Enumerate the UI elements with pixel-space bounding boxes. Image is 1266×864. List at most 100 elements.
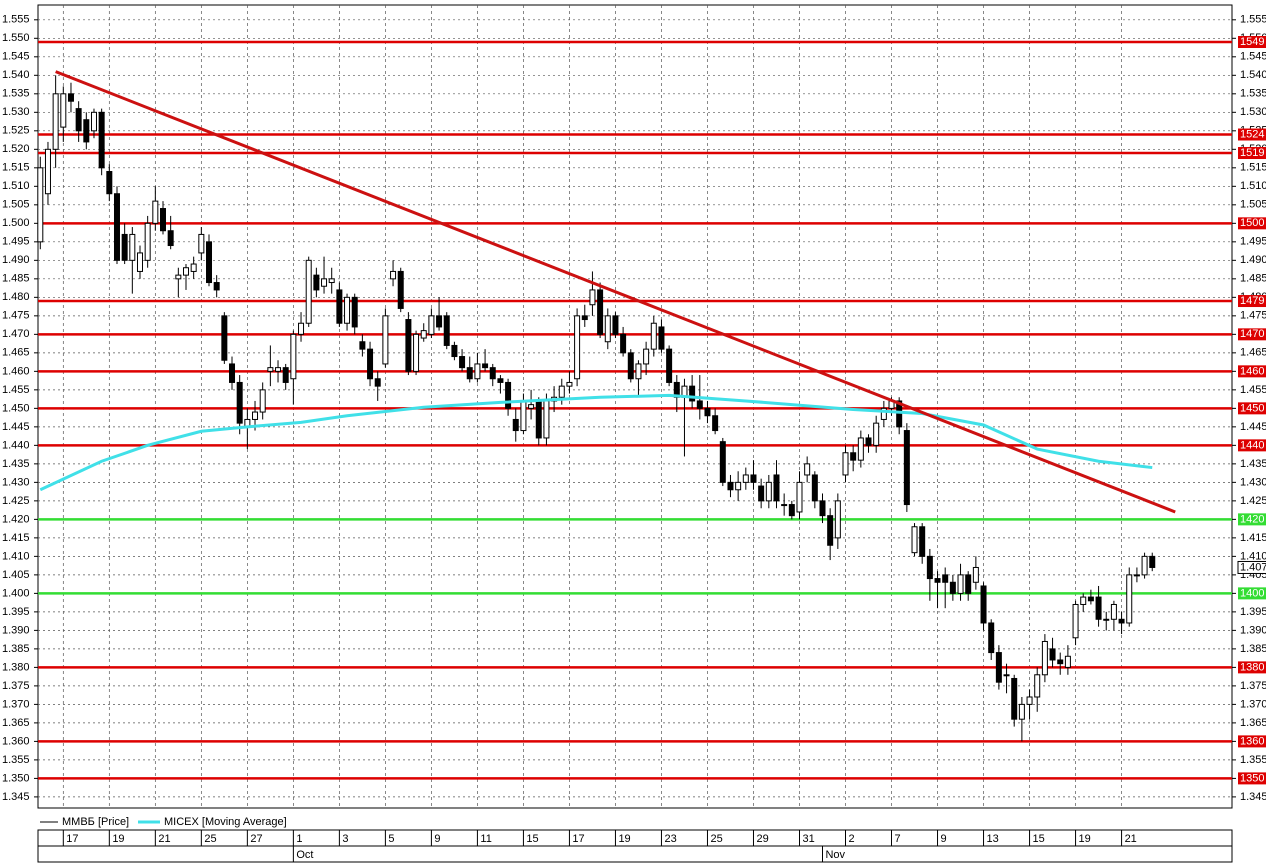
candle-body xyxy=(382,315,389,365)
candle-body xyxy=(113,193,120,261)
candle-body xyxy=(857,437,864,461)
candle-body xyxy=(206,241,213,284)
y-tick-label: 1.455 xyxy=(1240,384,1266,396)
candle-body xyxy=(1026,696,1033,705)
candle-body xyxy=(988,622,995,654)
candle-body xyxy=(773,474,780,502)
x-tick-label: 17 xyxy=(66,833,78,845)
candle-body xyxy=(275,367,282,372)
candle-body xyxy=(282,367,289,383)
candle-body xyxy=(397,270,404,309)
y-tick-label: 1.345 xyxy=(1240,791,1266,803)
candle-body xyxy=(911,526,918,554)
candle-body xyxy=(428,315,435,335)
y-tick-label: 1.470 xyxy=(2,328,30,340)
level-tag-box xyxy=(1238,735,1266,748)
candle-body xyxy=(374,378,381,387)
y-tick-label: 1.465 xyxy=(2,347,30,359)
candle-body xyxy=(167,230,174,247)
candle-body xyxy=(459,356,466,369)
candle-body xyxy=(980,585,987,624)
x-tick-label: 21 xyxy=(158,833,170,845)
candle-body xyxy=(712,415,719,432)
candle-body xyxy=(482,363,489,369)
candle-body xyxy=(650,322,657,350)
candle-body xyxy=(995,652,1002,683)
y-tick-label: 1.365 xyxy=(2,717,30,729)
x-tick-label: 25 xyxy=(204,833,216,845)
x-tick-label: 15 xyxy=(526,833,538,845)
y-tick-label: 1.525 xyxy=(2,125,30,137)
candle-body xyxy=(152,200,159,224)
y-tick-label: 1.545 xyxy=(2,51,30,63)
month-label: Oct xyxy=(296,849,313,861)
candle-body xyxy=(666,348,673,383)
candle-body xyxy=(850,452,857,461)
level-tag: 1400 xyxy=(1238,587,1266,600)
level-tag-box xyxy=(1238,513,1266,526)
candle-body xyxy=(1141,555,1148,576)
y-tick-label: 1.485 xyxy=(1240,273,1266,285)
candle-body xyxy=(865,437,872,446)
candle-body xyxy=(957,574,964,594)
plot-frame xyxy=(37,4,1233,809)
y-tick-label: 1.380 xyxy=(2,661,30,673)
level-tag: 1500 xyxy=(1238,217,1266,230)
x-tick-label: 25 xyxy=(710,833,722,845)
candle-body xyxy=(489,367,496,380)
level-tag: 1420 xyxy=(1238,513,1266,526)
candle-body xyxy=(390,270,397,280)
moving-average-line xyxy=(39,393,1153,492)
level-tag-label: 1440 xyxy=(1240,439,1264,451)
candle-body xyxy=(497,378,504,383)
candle-body xyxy=(635,363,642,380)
trend-line xyxy=(55,70,1176,514)
candle-body xyxy=(221,315,228,361)
candle-body xyxy=(83,119,90,143)
y-tick-label: 1.545 xyxy=(1240,51,1266,63)
candle-body xyxy=(620,333,627,354)
level-tag-box xyxy=(1238,439,1266,452)
y-tick-label: 1.495 xyxy=(1240,236,1266,248)
level-tag-box xyxy=(1238,36,1266,49)
candle-body xyxy=(259,389,266,413)
y-tick-label: 1.415 xyxy=(2,532,30,544)
y-tick-label: 1.505 xyxy=(2,199,30,211)
candle-body xyxy=(758,485,765,502)
y-tick-label: 1.345 xyxy=(2,791,30,803)
level-tag: 1350 xyxy=(1238,772,1266,785)
candle-body xyxy=(75,108,82,132)
y-tick-label: 1.425 xyxy=(2,495,30,507)
y-tick-label: 1.410 xyxy=(2,550,30,562)
candle-body xyxy=(236,381,243,424)
candle-body xyxy=(1149,555,1156,568)
candle-body xyxy=(796,481,803,513)
candle-body xyxy=(1018,703,1025,720)
candle-body xyxy=(811,474,818,502)
level-tag-box xyxy=(1238,365,1266,378)
candle-body xyxy=(321,278,328,287)
candle-body xyxy=(965,574,972,594)
candle-body xyxy=(842,452,849,476)
y-tick-label: 1.510 xyxy=(2,180,30,192)
candle-body xyxy=(198,233,205,254)
candle-body xyxy=(719,441,726,483)
y-tick-label: 1.445 xyxy=(1240,421,1266,433)
y-tick-label: 1.385 xyxy=(2,643,30,655)
candle-body xyxy=(804,463,811,476)
candle-body xyxy=(466,367,473,380)
y-tick-label: 1.435 xyxy=(1240,458,1266,470)
candle-body xyxy=(558,385,565,398)
candle-body xyxy=(144,222,151,261)
candle-body xyxy=(129,233,136,261)
candle-body xyxy=(229,363,236,383)
x-tick-label: 19 xyxy=(1079,833,1091,845)
candle-body xyxy=(512,418,519,432)
candle-body xyxy=(781,504,788,507)
candle-body xyxy=(597,289,604,335)
x-tick-label: 27 xyxy=(250,833,262,845)
candle-body xyxy=(313,274,320,291)
level-tag-label: 1470 xyxy=(1240,328,1264,340)
last-price-label: 1.407 xyxy=(1240,561,1266,573)
y-tick-label: 1.440 xyxy=(2,439,30,451)
